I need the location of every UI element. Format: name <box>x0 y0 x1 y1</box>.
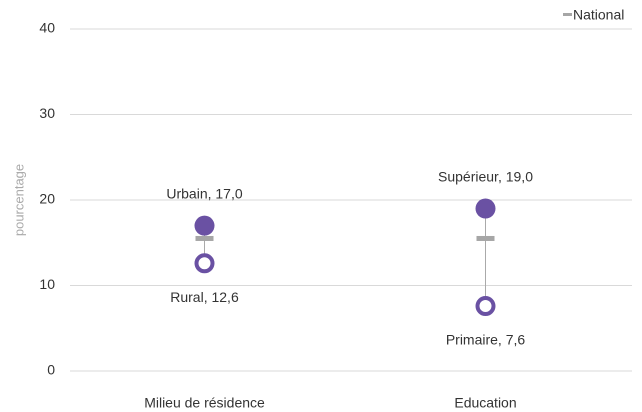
legend-label: National <box>573 7 624 23</box>
data-label: Rural, 12,6 <box>170 289 239 305</box>
y-tick-label: 30 <box>39 105 55 121</box>
dot <box>475 296 496 317</box>
legend-swatch <box>563 13 572 16</box>
x-tick-label: Education <box>454 395 516 411</box>
data-label: Urbain, 17,0 <box>166 185 242 201</box>
x-tick-label: Milieu de résidence <box>144 395 265 411</box>
dot <box>194 253 215 274</box>
y-tick-label: 40 <box>39 20 55 36</box>
y-axis-label: pourcentage <box>11 164 26 236</box>
data-label: Primaire, 7,6 <box>446 332 526 348</box>
dot <box>194 215 215 236</box>
y-tick-label: 10 <box>39 276 55 292</box>
y-tick-label: 0 <box>47 362 55 378</box>
data-label: Supérieur, 19,0 <box>438 168 533 184</box>
national-mark <box>195 235 214 241</box>
y-tick-label: 20 <box>39 191 55 207</box>
national-mark <box>476 235 495 241</box>
dot <box>475 198 496 219</box>
